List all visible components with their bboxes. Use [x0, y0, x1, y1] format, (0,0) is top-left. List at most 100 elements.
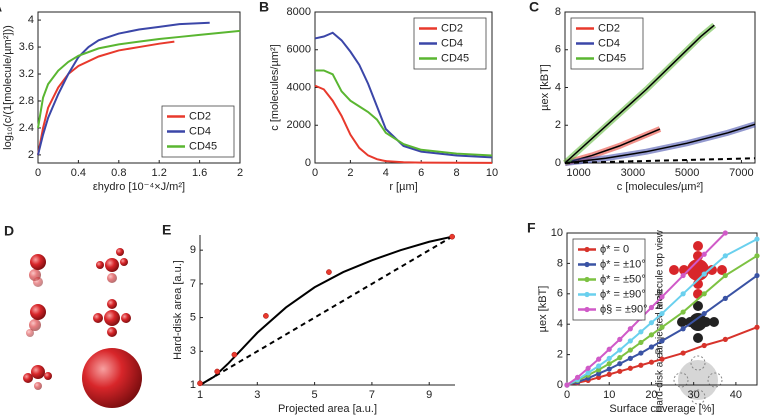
y-tick-label: 9 [190, 244, 196, 256]
data-point [659, 324, 665, 330]
data-point [701, 291, 707, 297]
side-label: Projected area [655, 289, 666, 354]
data-point [680, 326, 686, 332]
legend-label: CD2 [598, 22, 620, 34]
y-tick-label: 8 [557, 257, 563, 269]
legend-label: CD45 [189, 140, 217, 152]
y-tick-label: 2.8 [19, 95, 34, 107]
data-point [722, 272, 728, 279]
legend-label: CD2 [189, 110, 211, 122]
data-point [596, 367, 602, 373]
x-axis-label: r [µm] [389, 181, 417, 193]
y-tick-label: 0 [555, 157, 561, 169]
data-point [754, 272, 760, 279]
data-point [606, 355, 612, 361]
x-tick-label: 1 [197, 389, 203, 401]
legend-label: CD45 [598, 52, 626, 64]
y-tick-label: 1 [190, 379, 196, 391]
y-tick-label: 2 [555, 119, 561, 131]
y-tick-label: 0 [305, 157, 311, 169]
data-point [606, 366, 612, 372]
y-tick-label: 3.2 [19, 68, 34, 80]
data-point [617, 355, 623, 361]
x-tick-label: 6 [418, 167, 424, 179]
data-point [659, 310, 665, 317]
y-axis-label: log₁₀(c/(1[molecule/µm²])) [2, 25, 14, 150]
y-tick-label: 3 [190, 345, 196, 357]
legend-marker [584, 276, 590, 283]
x-tick-label: 30 [688, 389, 700, 401]
y-tick-label: 5 [190, 311, 196, 323]
fit-line [564, 24, 715, 164]
data-point [648, 304, 655, 311]
y-tick-label: 2 [28, 149, 34, 161]
side-label: Molecule top view [655, 229, 666, 309]
x-tick-label: 10 [603, 389, 615, 401]
data-point [617, 336, 623, 342]
legend-label: ϕ* = ±10° [600, 258, 646, 270]
data-point [574, 374, 581, 380]
data-point [596, 356, 602, 362]
x-tick-label: 3000 [621, 167, 645, 179]
panel-label: D [4, 223, 14, 239]
x-tick-label: 1.6 [192, 167, 207, 179]
data-point [638, 350, 644, 356]
x-axis-label: εhydro [10⁻⁴×J/m²] [93, 181, 185, 193]
data-point [648, 332, 655, 338]
axes-frame [37, 11, 241, 164]
panel-label: F [527, 220, 536, 236]
x-tick-label: 5 [312, 389, 318, 401]
series-line [314, 84, 493, 164]
data-point [680, 309, 686, 315]
data-point [659, 294, 665, 300]
x-tick-label: 0 [35, 167, 41, 179]
y-tick-label: 4000 [287, 81, 311, 93]
x-tick-label: 7000 [729, 167, 753, 179]
data-point [659, 356, 665, 362]
molecule-renderings [23, 248, 142, 408]
x-axis-label: Projected area [a.u.] [278, 403, 377, 415]
legend-label: CD2 [441, 22, 463, 34]
y-tick-label: 6000 [287, 44, 311, 56]
x-tick-label: 0 [312, 167, 318, 179]
data-point [627, 326, 633, 332]
data-point [214, 368, 221, 375]
y-tick-label: 4 [28, 14, 34, 26]
data-point [617, 361, 623, 367]
panel-label: E [162, 222, 171, 238]
x-tick-label: 5000 [675, 167, 699, 179]
series-line [199, 235, 453, 386]
shape-icons [669, 241, 727, 405]
series-line [37, 29, 241, 129]
y-tick-label: 10 [551, 227, 563, 239]
panel-label: A [0, 0, 2, 15]
data-point [617, 368, 623, 374]
data-point [606, 346, 612, 352]
data-point [231, 351, 238, 358]
data-point [617, 347, 623, 353]
data-point [449, 233, 455, 240]
legend-marker [584, 306, 590, 313]
x-tick-label: 8 [454, 167, 460, 179]
data-point [638, 339, 644, 346]
y-tick-label: 2.4 [19, 122, 34, 134]
data-point [722, 336, 728, 342]
data-point [596, 371, 602, 377]
legend-label: CD4 [189, 125, 211, 137]
data-point [606, 371, 612, 377]
legend-label: ϕ* = ±50° [600, 273, 646, 285]
axes-frame [566, 232, 758, 386]
x-tick-label: 1.2 [152, 167, 167, 179]
data-point [326, 269, 332, 275]
y-axis-label: c [molecules/µm²] [269, 44, 281, 130]
data-point [627, 365, 633, 371]
data-point [585, 365, 591, 371]
data-point [754, 236, 760, 242]
legend-label: ϕ§ = ±90° [600, 303, 648, 315]
data-point [754, 324, 760, 330]
x-tick-label: 9 [426, 389, 432, 401]
data-point [754, 253, 760, 259]
legend-label: CD4 [598, 37, 620, 49]
x-tick-label: 7 [369, 389, 375, 401]
